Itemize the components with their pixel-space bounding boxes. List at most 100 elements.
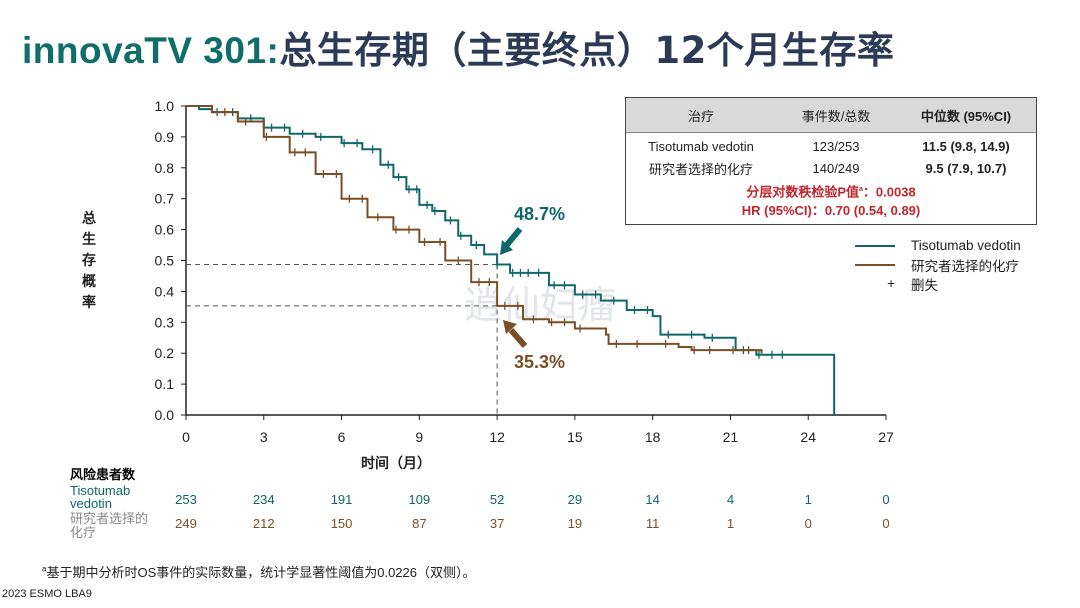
censor-mark-chemo (745, 346, 752, 355)
censor-mark-tv (317, 132, 324, 141)
y-tick-label: 0.9 (155, 129, 175, 145)
censor-mark-tv (755, 350, 762, 359)
censor-mark-tv (665, 330, 672, 339)
censor-mark-tv (631, 305, 638, 314)
stats-table: 治疗 事件数/总数 中位数 (95%CI) Tisotumab vedotin … (625, 97, 1037, 225)
legend-item-chemo: 研究者选择的化疗 (855, 255, 1021, 274)
censor-mark-tv (385, 160, 392, 169)
legend: Tisotumab vedotin 研究者选择的化疗 + 删失 (855, 236, 1021, 293)
censor-mark-tv (405, 185, 412, 194)
risk-count-chemo: 37 (489, 516, 505, 531)
legend-label: 研究者选择的化疗 (911, 258, 1019, 274)
x-tick-label: 21 (723, 429, 739, 445)
footnote: a基于期中分析时OS事件的实际数量，统计学显著性阈值为0.0226（双侧）。 (42, 562, 476, 581)
x-tick-label: 18 (645, 429, 661, 445)
censor-mark-tv (509, 268, 516, 277)
censor-mark-chemo (691, 346, 698, 355)
p-value-label: 分层对数秩检验P值 (746, 184, 859, 200)
censor-mark-chemo (263, 132, 270, 141)
risk-row-label-tv: Tisotumab vedotin (70, 483, 131, 511)
censor-mark-tv (341, 139, 348, 148)
stats-events: 140/249 (812, 160, 860, 176)
censor-mark-tv (281, 123, 288, 132)
risk-count-chemo: 0 (882, 516, 890, 531)
stats-header-row: 治疗 事件数/总数 中位数 (95%CI) (626, 98, 1036, 133)
censor-mark-tv (768, 350, 775, 359)
risk-count-chemo: 0 (804, 516, 812, 531)
stats-header-treatment: 治疗 (687, 108, 714, 124)
risk-count-chemo: 11 (645, 516, 660, 531)
arrow-shaft-chemo (508, 328, 528, 348)
legend-item-censor: + 删失 (855, 274, 1021, 293)
censor-mark-tv (431, 207, 438, 216)
y-tick-label: 0.6 (155, 222, 175, 238)
p-value-number: ：0.0038 (862, 184, 916, 200)
legend-item-tv: Tisotumab vedotin (855, 236, 1021, 255)
censor-mark-tv (473, 241, 480, 250)
censor-mark-chemo (501, 301, 508, 310)
y-tick-label: 0.2 (155, 345, 175, 361)
stats-row: 研究者选择的化疗 140/249 9.5 (7.9, 10.7) (626, 157, 1036, 179)
risk-count-tv: 234 (252, 492, 275, 507)
x-tick-label: 3 (260, 429, 268, 445)
arrow-shaft-tv (503, 227, 523, 248)
censor-mark-chemo (514, 301, 521, 310)
censor-mark-tv (561, 281, 568, 290)
y-tick-label: 1.0 (155, 98, 175, 114)
legend-label: 删失 (911, 277, 938, 293)
censor-mark-chemo (662, 339, 669, 348)
censor-mark-chemo (475, 278, 482, 287)
risk-count-tv: 29 (567, 492, 583, 507)
risk-count-tv: 0 (882, 492, 890, 507)
slide-title: innovaTV 301:总生存期（主要终点）12个月生存率 (22, 20, 894, 74)
risk-count-chemo: 87 (412, 516, 427, 531)
y-tick-label: 0.1 (155, 376, 175, 392)
watermark: 逍仙妇瘤 (464, 283, 616, 327)
censor-mark-tv (525, 268, 532, 277)
x-tick-label: 27 (878, 429, 894, 445)
legend-swatch-chemo (855, 263, 895, 266)
censor-mark-tv (494, 260, 501, 269)
annotation-tv-12m: 48.7% (514, 204, 565, 224)
risk-count-tv: 191 (330, 492, 353, 507)
censor-mark-chemo (455, 256, 462, 265)
y-tick-label: 0.4 (155, 283, 175, 299)
x-tick-label: 0 (182, 429, 190, 445)
censor-mark-tv (517, 268, 524, 277)
y-tick-label: 0.5 (155, 253, 175, 269)
y-tick-label: 0.0 (155, 407, 175, 423)
y-axis-label: 总生存概率 (82, 210, 96, 310)
censor-mark-chemo (634, 339, 641, 348)
censor-mark-tv (592, 290, 599, 299)
risk-count-tv: 14 (645, 492, 660, 507)
risk-count-tv: 4 (726, 492, 735, 507)
stats-median: 11.5 (9.8, 14.9) (922, 138, 1010, 154)
censor-mark-tv (413, 185, 420, 194)
censor-mark-chemo (706, 346, 713, 355)
arrow-head-chemo (503, 320, 517, 334)
censor-mark-tv (299, 129, 306, 138)
censor-mark-chemo (437, 237, 444, 246)
censor-mark-chemo (561, 318, 568, 327)
censor-mark-chemo (530, 315, 537, 324)
y-tick-label: 0.3 (155, 314, 175, 330)
censor-mark-chemo (421, 237, 428, 246)
stats-treatment: Tisotumab vedotin (648, 138, 754, 154)
censor-mark-tv (354, 139, 361, 148)
y-tick-label: 0.8 (155, 160, 175, 176)
censor-mark-chemo (291, 148, 298, 157)
censor-mark-tv (447, 216, 454, 225)
y-tick-label: 0.7 (155, 191, 175, 207)
hazard-ratio: HR (95%CI)：0.70 (0.54, 0.89) (741, 203, 921, 218)
risk-table-title: 风险患者数 (70, 467, 136, 482)
censor-mark-chemo (359, 194, 366, 203)
censor-mark-chemo (346, 194, 353, 203)
p-value-footnote-mark: a (859, 186, 863, 193)
censor-mark-chemo (333, 169, 340, 178)
censor-mark-tv (268, 123, 275, 132)
censor-mark-chemo (548, 318, 555, 327)
censor-mark-tv (688, 330, 695, 339)
arrow-head-tv (500, 240, 513, 255)
censor-symbol: + (887, 276, 895, 291)
x-axis-label: 时间（月） (361, 455, 431, 471)
